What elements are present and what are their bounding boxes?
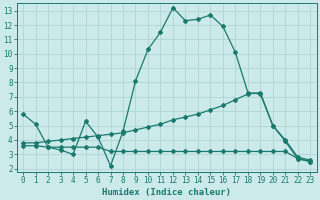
X-axis label: Humidex (Indice chaleur): Humidex (Indice chaleur) [102,188,231,197]
